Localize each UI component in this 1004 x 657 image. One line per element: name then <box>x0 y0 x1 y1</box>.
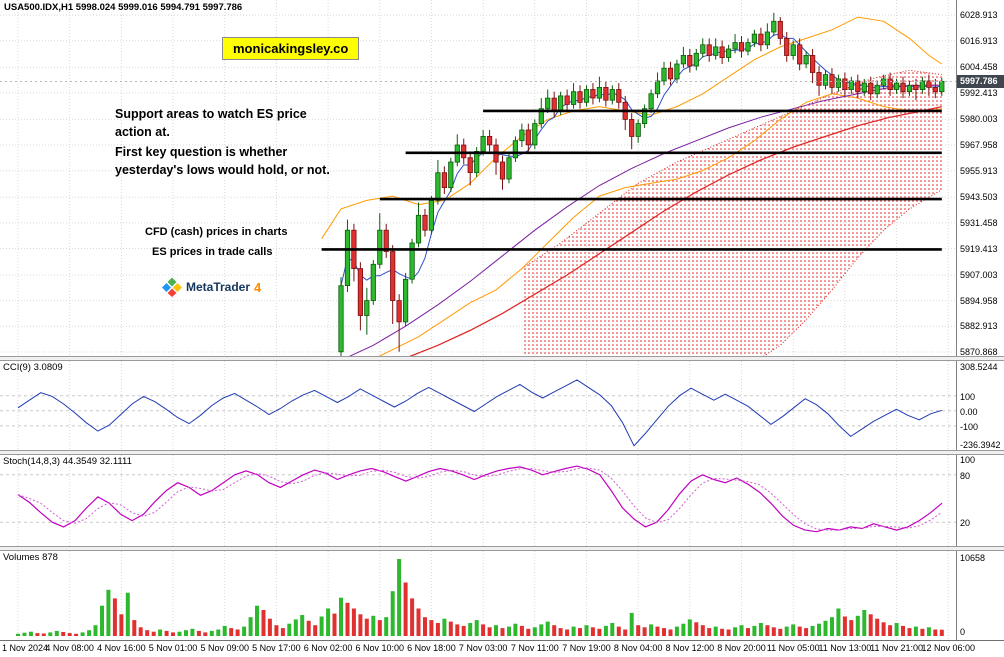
annotation-support-line2: action at. <box>115 125 170 139</box>
price-axis-tick: 5907.003 <box>960 269 998 280</box>
stoch-signal-line <box>17 467 943 531</box>
time-axis-label: 12 Nov 06:00 <box>921 643 976 653</box>
indicator-axis-tick: 100 <box>960 455 976 465</box>
indicator-axis-tick: 0.00 <box>960 406 978 417</box>
metatrader-logo: MetaTrader 4 <box>162 277 261 297</box>
ma-purple <box>349 84 942 356</box>
price-axis-tick: 5870.868 <box>960 347 998 358</box>
price-axis-tick: 6028.913 <box>960 10 998 21</box>
price-axis-tick: 5931.458 <box>960 217 998 228</box>
indicator-axis-tick: 20 <box>960 518 971 529</box>
volume-pane-label: Volumes 878 <box>3 552 58 563</box>
indicator-axis-tick: 10658 <box>960 553 986 563</box>
cci-pane-label: CCI(9) 3.0809 <box>3 362 63 373</box>
time-axis-label: 11 Nov 13:00 <box>818 643 872 653</box>
time-axis-label: 8 Nov 20:00 <box>717 643 766 653</box>
time-axis-label: 8 Nov 12:00 <box>665 643 715 653</box>
metatrader-version-text: 4 <box>254 279 262 295</box>
price-axis-tick: 5980.003 <box>960 114 998 125</box>
annotation-question-line2: yesterday's lows would hold, or not. <box>115 163 330 177</box>
time-axis-label: 1 Nov 2024 <box>2 643 49 653</box>
time-axis-label: 11 Nov 21:00 <box>870 643 923 653</box>
time-axis-label: 6 Nov 18:00 <box>407 643 456 653</box>
stoch-pane-label: Stoch(14,8,3) 44.3549 32.1111 <box>3 456 132 467</box>
grid-layer <box>0 0 956 640</box>
pane-splitter-cci[interactable] <box>0 356 1004 361</box>
indicator-axis-tick: 100 <box>960 391 976 402</box>
stoch-main-line <box>17 465 943 533</box>
pane-splitter-stoch[interactable] <box>0 450 1004 455</box>
annotation-cfd-note: CFD (cash) prices in charts <box>145 226 288 238</box>
time-axis-label: 6 Nov 10:00 <box>355 643 405 653</box>
time-axis-label: 8 Nov 04:00 <box>613 643 663 653</box>
price-axis-tick: 5882.913 <box>960 321 998 332</box>
time-axis-label: 4 Nov 16:00 <box>97 643 146 653</box>
symbol-ohlc-info: USA500.IDX,H1 5998.024 5999.016 5994.791… <box>4 2 243 13</box>
volume-pane[interactable] <box>16 559 944 636</box>
metatrader-brand-text: MetaTrader <box>186 280 251 294</box>
cci-line <box>17 379 943 447</box>
price-axis-tick: 5943.503 <box>960 192 998 203</box>
candles-layer <box>338 12 945 356</box>
ichimoku-cloud <box>521 70 942 356</box>
current-price-tag: 5997.786 <box>957 74 1004 88</box>
indicator-axis-tick: -100 <box>960 421 979 432</box>
time-axis-label: 4 Nov 08:00 <box>45 643 94 653</box>
time-axis-divider <box>0 640 1004 641</box>
cci-pane[interactable] <box>0 379 956 447</box>
annotation-es-note: ES prices in trade calls <box>152 246 273 258</box>
time-axis-label: 7 Nov 19:00 <box>562 643 611 653</box>
time-axis-label: 5 Nov 01:00 <box>148 643 198 653</box>
indicator-axis-tick: 308.5244 <box>960 362 998 372</box>
price-axis-tick: 6016.913 <box>960 35 998 46</box>
time-axis-label: 5 Nov 09:00 <box>200 643 249 653</box>
price-axis-tick: 5919.413 <box>960 243 998 254</box>
price-axis-tick: 6004.458 <box>960 62 998 73</box>
time-axis-label: 5 Nov 17:00 <box>252 643 301 653</box>
indicator-axis-tick: 0 <box>960 627 966 637</box>
time-axis-label: 7 Nov 11:00 <box>510 643 559 653</box>
time-axis-label: 11 Nov 05:00 <box>766 643 820 653</box>
price-pane[interactable] <box>0 12 956 397</box>
indicator-axis-tick: -236.3942 <box>960 440 1001 450</box>
pane-splitter-volume[interactable] <box>0 546 1004 551</box>
metatrader-logo-icon <box>162 277 182 297</box>
time-axis-label: 7 Nov 03:00 <box>458 643 508 653</box>
time-axis-label: 6 Nov 02:00 <box>303 643 353 653</box>
price-axis-tick: 5967.958 <box>960 140 998 151</box>
annotation-question-line1: First key question is whether <box>115 145 288 159</box>
price-axis-tick: 5894.958 <box>960 295 998 306</box>
annotation-support-line1: Support areas to watch ES price <box>115 107 307 121</box>
price-axis-tick: 5992.413 <box>960 87 998 98</box>
bollinger-lower <box>378 93 942 356</box>
stoch-pane[interactable] <box>0 465 956 533</box>
indicator-axis-tick: 80 <box>960 470 971 481</box>
watermark-label: monicakingsley.co <box>222 37 360 60</box>
price-axis-tick: 5955.913 <box>960 165 998 176</box>
ma-red <box>409 105 942 356</box>
bollinger-upper <box>321 16 943 240</box>
